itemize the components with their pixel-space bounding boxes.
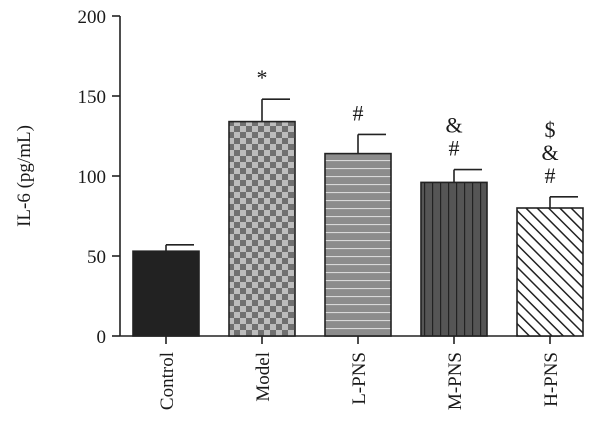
bar-h-pns xyxy=(516,207,584,337)
significance-marker: * xyxy=(257,65,268,90)
y-ticks: 0 50 100 150 200 xyxy=(78,7,120,348)
category-labels: Control Model L-PNS M-PNS H-PNS xyxy=(157,336,562,410)
bars: *##&#&$ xyxy=(132,65,584,337)
category-label: M-PNS xyxy=(445,352,466,410)
y-axis-title: IL-6 (pg/mL) xyxy=(14,125,35,227)
bar-model xyxy=(228,120,296,337)
bar-m-pns xyxy=(420,181,488,337)
significance-marker: & xyxy=(541,140,558,165)
category-label: Control xyxy=(157,352,178,410)
significance-marker: & xyxy=(445,113,462,138)
bar-l-pns xyxy=(324,152,392,337)
significance-marker: # xyxy=(449,136,460,161)
bar-control xyxy=(132,250,200,337)
significance-marker: # xyxy=(545,163,556,188)
significance-marker: # xyxy=(353,100,364,125)
y-tick-label: 200 xyxy=(78,7,107,28)
significance-marker: $ xyxy=(545,117,556,142)
category-label: L-PNS xyxy=(349,352,370,405)
y-tick-label: 50 xyxy=(87,247,106,268)
y-tick-label: 150 xyxy=(78,87,107,108)
y-tick-label: 0 xyxy=(97,327,107,348)
category-label: Model xyxy=(253,352,274,402)
y-tick-label: 100 xyxy=(78,167,107,188)
category-label: H-PNS xyxy=(541,352,562,407)
